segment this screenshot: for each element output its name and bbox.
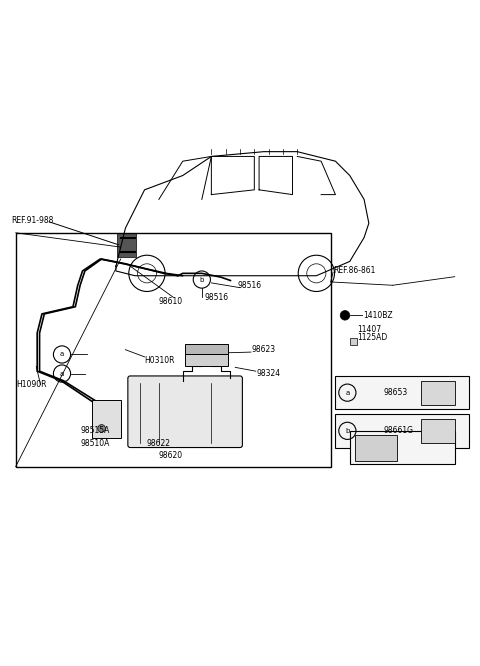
Text: a: a [345, 390, 349, 396]
Text: 98515A: 98515A [80, 426, 109, 436]
Text: 98516: 98516 [238, 281, 262, 290]
Bar [350, 338, 357, 345]
Bar [336, 414, 469, 448]
Text: REF.86-861: REF.86-861 [333, 266, 375, 276]
FancyBboxPatch shape [128, 376, 242, 448]
Text: b: b [345, 428, 349, 434]
Text: H0310R: H0310R [144, 356, 175, 365]
Bar [355, 435, 397, 461]
Text: 1125AD: 1125AD [357, 333, 387, 342]
Text: 98510A: 98510A [80, 439, 109, 448]
Bar [117, 233, 136, 256]
Text: 98516: 98516 [204, 293, 228, 302]
Bar [185, 354, 228, 366]
Circle shape [98, 425, 106, 432]
Text: 98661G: 98661G [383, 426, 413, 436]
Bar [350, 431, 455, 464]
Bar [185, 344, 228, 354]
Circle shape [340, 310, 350, 320]
Text: 98623: 98623 [252, 345, 276, 354]
Bar [336, 376, 469, 410]
Text: a: a [60, 352, 64, 358]
Text: a: a [60, 370, 64, 376]
Bar [92, 400, 120, 438]
Text: b: b [200, 276, 204, 282]
Text: REF.91-988: REF.91-988 [11, 216, 53, 225]
Text: 98620: 98620 [159, 451, 183, 460]
Text: 98324: 98324 [257, 369, 281, 378]
Text: 98610: 98610 [159, 296, 183, 306]
Text: 11407: 11407 [357, 325, 381, 334]
Text: 98653: 98653 [383, 388, 408, 397]
Text: H1090R: H1090R [17, 380, 47, 389]
Bar [16, 233, 331, 467]
Text: 1410BZ: 1410BZ [363, 311, 393, 320]
Bar [421, 419, 455, 443]
Bar [421, 381, 455, 404]
Text: 98622: 98622 [147, 439, 171, 448]
